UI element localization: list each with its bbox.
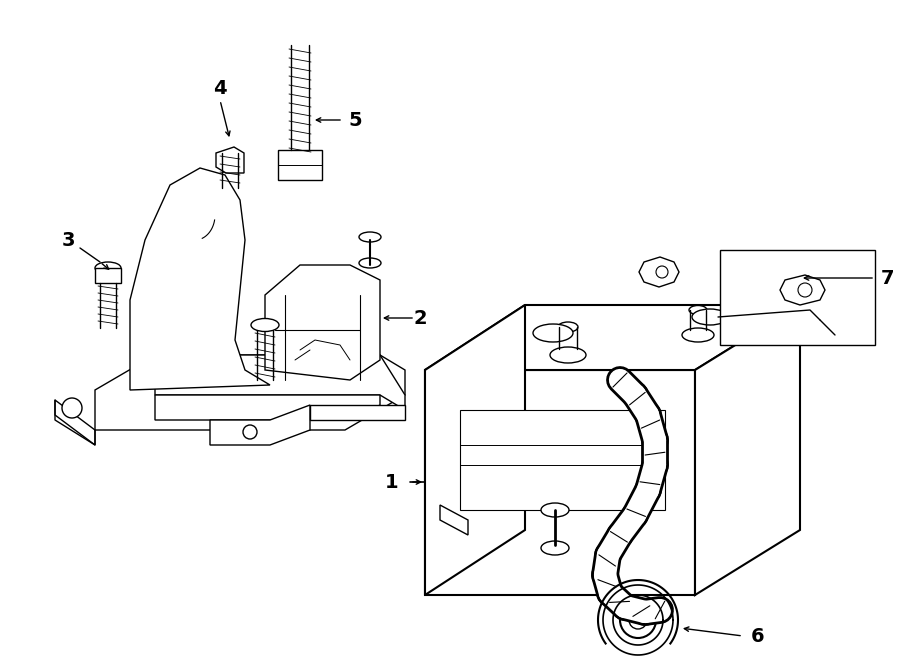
Text: 3: 3 xyxy=(61,231,75,249)
Text: 1: 1 xyxy=(385,473,399,492)
Polygon shape xyxy=(210,405,310,445)
Text: 4: 4 xyxy=(213,79,227,98)
Polygon shape xyxy=(695,305,800,595)
Polygon shape xyxy=(130,168,270,390)
Ellipse shape xyxy=(533,324,573,342)
Ellipse shape xyxy=(558,322,578,332)
Ellipse shape xyxy=(689,305,707,315)
Ellipse shape xyxy=(541,503,569,517)
Circle shape xyxy=(243,425,257,439)
Ellipse shape xyxy=(550,347,586,363)
Text: 5: 5 xyxy=(348,110,362,130)
Ellipse shape xyxy=(682,328,714,342)
Polygon shape xyxy=(310,405,405,420)
Polygon shape xyxy=(155,395,380,420)
Circle shape xyxy=(620,602,656,638)
Polygon shape xyxy=(425,305,525,595)
Text: 7: 7 xyxy=(881,268,895,288)
Polygon shape xyxy=(720,250,875,345)
Text: 6: 6 xyxy=(752,627,765,646)
Polygon shape xyxy=(155,355,405,410)
Polygon shape xyxy=(425,370,695,595)
Ellipse shape xyxy=(541,541,569,555)
Ellipse shape xyxy=(359,258,381,268)
Polygon shape xyxy=(425,305,800,370)
Polygon shape xyxy=(780,275,825,305)
Ellipse shape xyxy=(692,309,728,325)
Ellipse shape xyxy=(251,319,279,332)
Circle shape xyxy=(798,283,812,297)
Ellipse shape xyxy=(95,262,121,274)
Polygon shape xyxy=(265,265,380,380)
Circle shape xyxy=(656,266,668,278)
Polygon shape xyxy=(216,147,244,173)
Text: 2: 2 xyxy=(413,309,427,327)
Polygon shape xyxy=(278,150,322,180)
Circle shape xyxy=(62,398,82,418)
Polygon shape xyxy=(460,410,665,510)
Polygon shape xyxy=(639,257,679,287)
Polygon shape xyxy=(440,505,468,535)
Circle shape xyxy=(629,611,647,629)
Ellipse shape xyxy=(359,232,381,242)
Polygon shape xyxy=(95,355,405,430)
Polygon shape xyxy=(55,400,95,445)
Polygon shape xyxy=(95,268,121,283)
